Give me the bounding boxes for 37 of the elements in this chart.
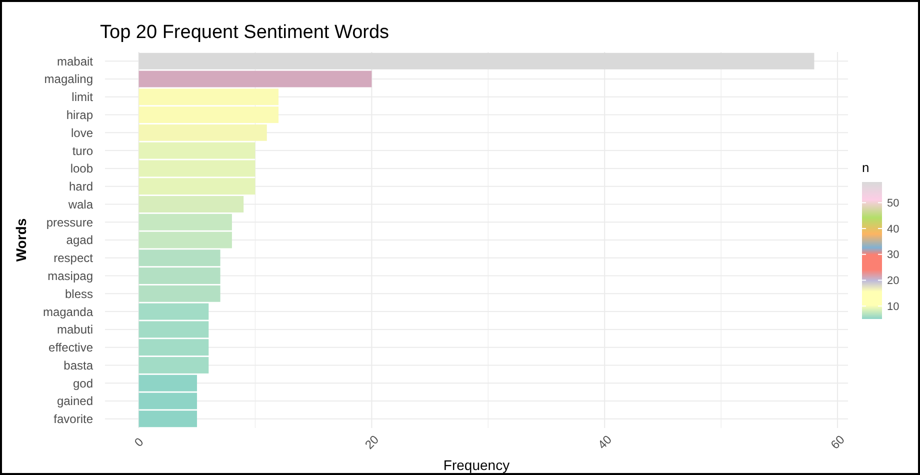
color-bar-label: 50 — [887, 198, 900, 210]
y-tick-label: agad — [66, 233, 93, 248]
x-tick-label: 20 — [362, 432, 382, 452]
y-tick-label: god — [72, 376, 93, 390]
y-tick-label: favorite — [54, 412, 94, 426]
bar — [138, 196, 244, 212]
x-tick-label: 60 — [828, 432, 848, 452]
y-tick-label: hirap — [66, 108, 94, 122]
y-tick-label: bless — [64, 286, 93, 301]
color-bar-label: 10 — [887, 300, 900, 313]
y-tick-label: magaling — [44, 72, 93, 86]
color-bar-label: 20 — [887, 275, 900, 288]
y-tick-label: gained — [56, 394, 93, 408]
y-tick-label: love — [70, 126, 94, 140]
color-bar-label: 30 — [887, 249, 900, 262]
y-tick-label: limit — [72, 90, 94, 104]
y-tick-label: pressure — [46, 215, 94, 230]
y-tick-label: mabait — [56, 54, 94, 68]
y-tick-label: loob — [70, 162, 94, 176]
chart-title: Top 20 Frequent Sentiment Words — [100, 22, 390, 43]
color-bar-label: 40 — [887, 223, 900, 236]
y-tick-label: maganda — [42, 304, 94, 319]
x-tick-label: 40 — [595, 432, 615, 452]
color-bar-title: n — [862, 160, 870, 175]
bar — [138, 70, 372, 88]
y-tick-label: hard — [68, 180, 93, 194]
x-axis-title: Frequency — [443, 457, 510, 473]
y-tick-label: turo — [72, 144, 94, 158]
y-tick-label: mabuti — [56, 322, 93, 337]
y-tick-label: respect — [54, 251, 94, 266]
y-axis-title: Words — [13, 218, 29, 262]
y-tick-label: effective — [48, 340, 94, 355]
x-tick-label: 0 — [132, 434, 146, 450]
y-tick-label: basta — [64, 358, 94, 372]
y-tick-label: wala — [67, 197, 94, 212]
bar — [138, 52, 814, 70]
y-tick-label: masipag — [48, 268, 93, 283]
